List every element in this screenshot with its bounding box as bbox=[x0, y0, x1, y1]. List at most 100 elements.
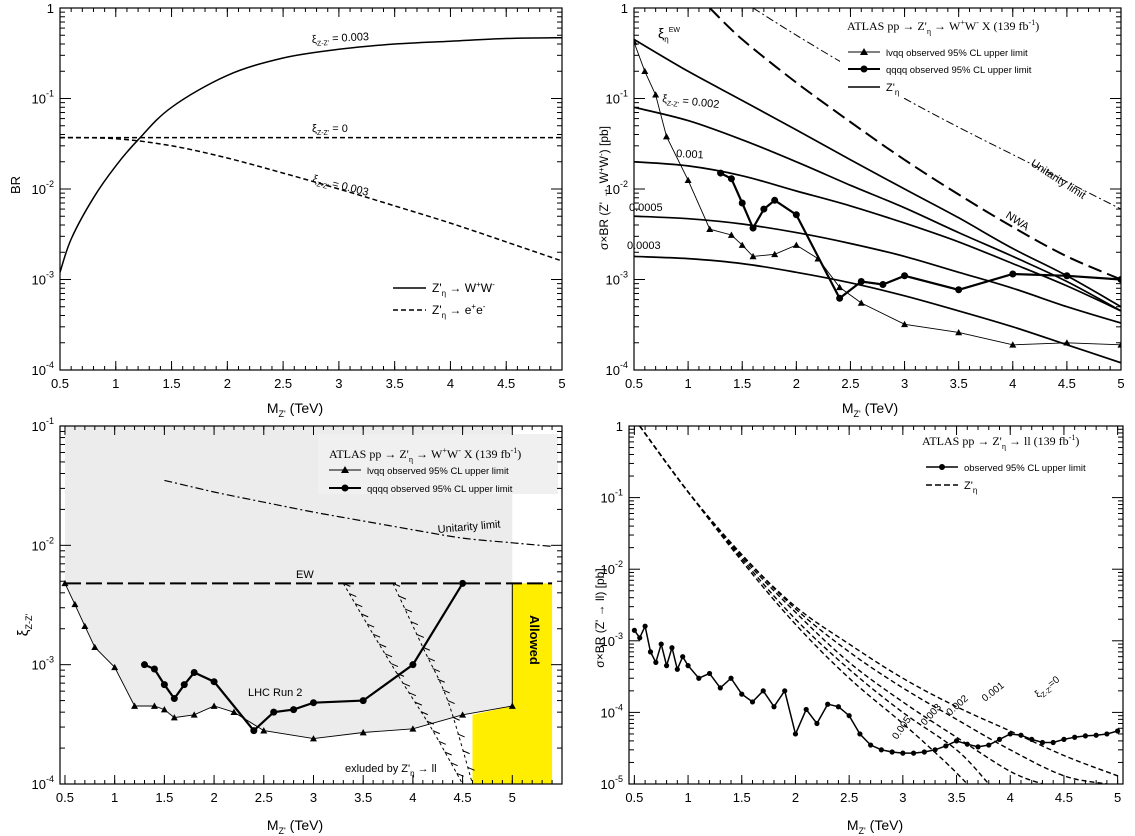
data-point-triangle bbox=[111, 663, 119, 671]
data-point-circle bbox=[250, 727, 258, 735]
label-00005: 0.0005 bbox=[629, 202, 663, 214]
legend: Z'η → W+W- Z'η → e+e- bbox=[393, 280, 495, 320]
data-point-circle bbox=[879, 281, 887, 289]
data-point-triangle bbox=[727, 231, 735, 238]
data-point-circle bbox=[642, 623, 648, 629]
svg-text:qqqq observed 95% CL upper lim: qqqq observed 95% CL upper limit bbox=[886, 65, 1032, 76]
y-tick-label: 1 bbox=[616, 419, 623, 434]
x-tick-label: 4.5 bbox=[1055, 790, 1073, 805]
y-axis-label: ξZ-Z' bbox=[15, 614, 34, 637]
x-tick-label: 5 bbox=[509, 790, 516, 805]
data-point-circle bbox=[680, 654, 686, 660]
y-tick-label: 10-2 bbox=[606, 179, 628, 197]
hatch-mark bbox=[408, 692, 417, 697]
x-tick-label: 1 bbox=[684, 376, 691, 391]
data-point-circle bbox=[1050, 739, 1056, 746]
data-point-circle bbox=[309, 699, 317, 707]
x-axis-label: MZ' (TeV) bbox=[267, 400, 323, 419]
data-point-triangle bbox=[652, 91, 660, 98]
data-point-circle bbox=[658, 641, 664, 647]
curve-unitarity-limit bbox=[752, 8, 1121, 210]
x-tick-label: 3 bbox=[335, 376, 342, 391]
data-point-circle bbox=[696, 675, 702, 681]
hatch-mark bbox=[420, 711, 429, 716]
svg-text:ATLAS pp → Z'η → W+W- X (139: ATLAS pp → Z'η → W+W- X (139 fb-1) bbox=[847, 18, 1039, 36]
x-tick-label: 4.5 bbox=[1058, 376, 1076, 391]
hatch-mark bbox=[390, 663, 399, 668]
hatch-mark bbox=[467, 766, 475, 771]
data-point-circle bbox=[1007, 731, 1013, 737]
panel-ww-cross-section: ξηEW ξZ-Z' = 0.002 0.001 0.0005 0.0003 U… bbox=[597, 1, 1125, 419]
x-tick-label: 1.5 bbox=[733, 376, 751, 391]
data-point-circle bbox=[868, 742, 874, 748]
data-point-circle bbox=[943, 743, 949, 749]
data-point-circle bbox=[160, 681, 168, 689]
series-qqqq-line bbox=[720, 172, 1121, 300]
label-0001: 0.001 bbox=[676, 148, 704, 161]
plot-frame bbox=[59, 7, 563, 371]
y-tick-label: 1 bbox=[621, 1, 628, 16]
data-point-triangle bbox=[170, 714, 178, 721]
x-tick-label: 4 bbox=[1009, 376, 1016, 391]
label-unitarity: Unitarity limit bbox=[437, 519, 501, 536]
hatch-mark bbox=[384, 653, 393, 658]
hatch-mark bbox=[432, 730, 440, 735]
panel-branching-ratio: ξZ-Z' = 0.003 ξZ-Z' = 0 ξZ-Z' = 0.003 Z'… bbox=[8, 1, 566, 419]
data-point-circle bbox=[932, 747, 938, 753]
x-tick-label: 4.5 bbox=[497, 376, 515, 391]
data-point-triangle bbox=[662, 133, 670, 140]
legend: ATLAS pp → Z'η → W+W- X (139 fb-1) lvqq … bbox=[318, 434, 558, 495]
svg-text:ATLAS pp → Z'η → W+W- X (139: ATLAS pp → Z'η → W+W- X (139 fb-1) bbox=[329, 446, 521, 464]
data-point-circle bbox=[140, 661, 148, 669]
data-point-triangle bbox=[81, 622, 89, 630]
hatch-mark bbox=[462, 750, 470, 755]
data-point-circle bbox=[1061, 736, 1067, 742]
svg-text:Z'η → e+e-: Z'η → e+e- bbox=[432, 302, 486, 320]
svg-text:ATLAS pp → Z'η → ll (139 fb-1: ATLAS pp → Z'η → ll (139 fb-1) bbox=[922, 433, 1079, 451]
x-tick-label: 2.5 bbox=[255, 790, 273, 805]
data-point-circle bbox=[717, 685, 723, 691]
data-point-triangle bbox=[857, 299, 865, 306]
data-point-circle bbox=[910, 750, 917, 756]
x-tick-label: 0.5 bbox=[51, 376, 69, 391]
data-point-triangle bbox=[459, 711, 467, 718]
hatch-mark bbox=[349, 593, 357, 597]
panel-mixing-limits: Unitarity limit EW LHC Run 2 exluded by … bbox=[15, 416, 563, 836]
x-tick-label: 0.5 bbox=[625, 376, 643, 391]
hatch-mark bbox=[392, 582, 401, 587]
excluded-region-lhc-run2 bbox=[65, 426, 513, 739]
data-point-triangle bbox=[210, 702, 218, 709]
y-tick-label: 10-4 bbox=[601, 702, 623, 720]
data-point-circle bbox=[270, 708, 278, 716]
x-axis-label: MZ' (TeV) bbox=[267, 817, 323, 836]
curve-label-xi-0003-ww: ξZ-Z' = 0.003 bbox=[312, 31, 370, 48]
curve-0-0005 bbox=[634, 215, 1121, 324]
hatch-mark bbox=[452, 716, 460, 721]
data-point-triangle bbox=[706, 225, 714, 232]
data-point-circle bbox=[792, 211, 800, 219]
data-point-circle bbox=[180, 681, 188, 689]
x-tick-label: 3.5 bbox=[354, 790, 372, 805]
y-tick-label: 10-2 bbox=[601, 559, 623, 577]
data-point-triangle bbox=[508, 702, 516, 709]
x-tick-label: 4.5 bbox=[454, 790, 472, 805]
x-axis-label: MZ' (TeV) bbox=[847, 817, 903, 836]
x-tick-label: 0.5 bbox=[625, 790, 643, 805]
y-tick-label: 10-3 bbox=[601, 631, 623, 649]
x-tick-label: 3 bbox=[310, 790, 317, 805]
x-tick-label: 3 bbox=[901, 376, 908, 391]
data-point-circle bbox=[359, 697, 367, 705]
x-tick-label: 4 bbox=[409, 790, 416, 805]
hatch-mark bbox=[361, 613, 369, 618]
data-point-triangle bbox=[771, 250, 779, 258]
data-point-circle bbox=[975, 744, 981, 750]
x-tick-label: 2.5 bbox=[841, 376, 859, 391]
data-point-circle bbox=[900, 750, 906, 756]
y-tick-label: 10-1 bbox=[601, 488, 623, 506]
data-point-circle bbox=[771, 704, 777, 710]
data-point-triangle bbox=[91, 643, 99, 651]
data-point-circle bbox=[953, 738, 960, 744]
hatch-mark bbox=[457, 733, 465, 738]
data-point-circle bbox=[290, 706, 298, 714]
plot-frame bbox=[628, 425, 1124, 785]
